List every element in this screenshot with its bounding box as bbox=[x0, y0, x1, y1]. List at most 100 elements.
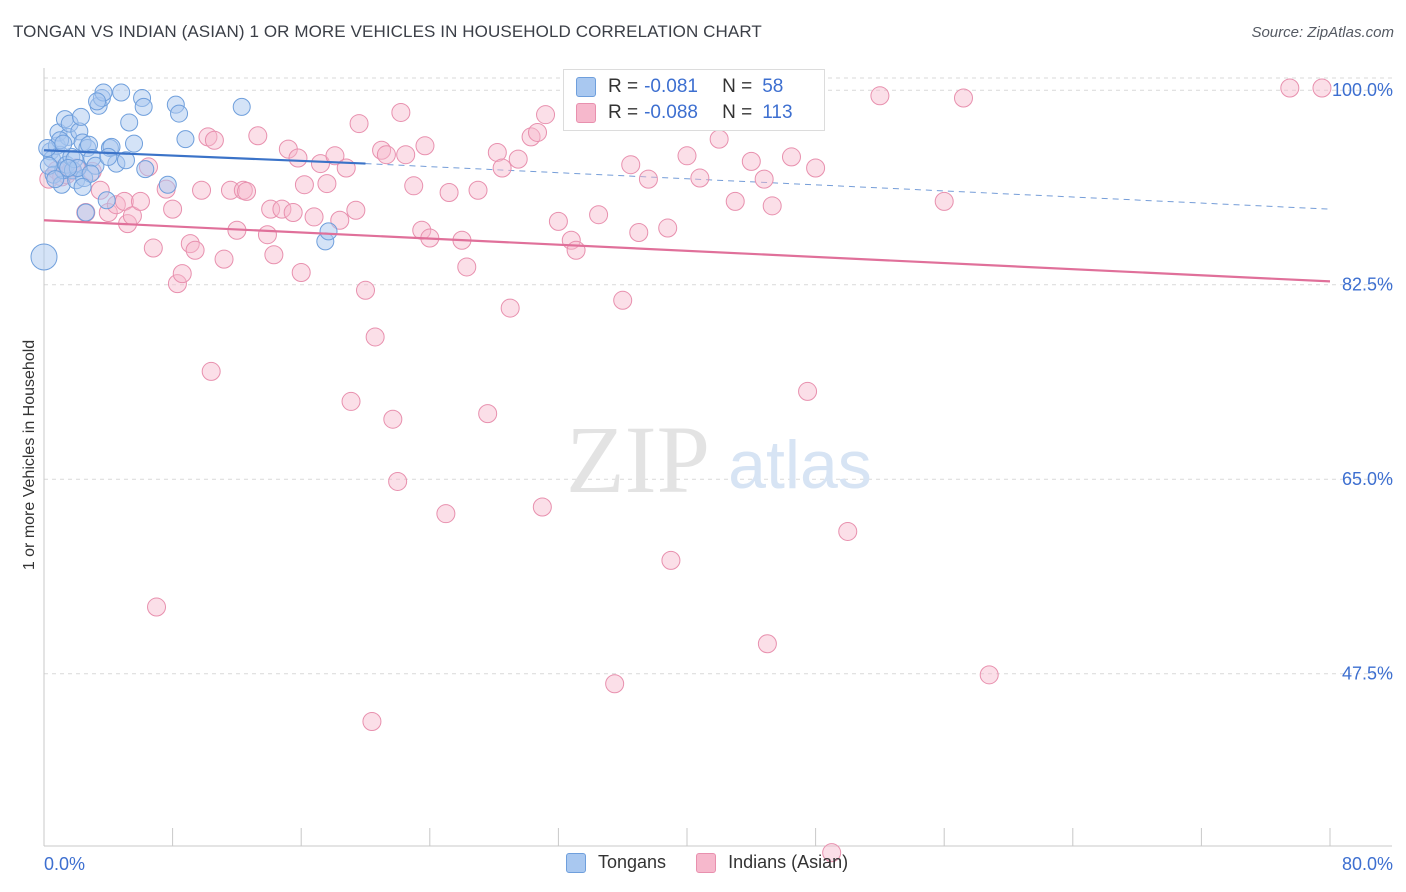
indian-point bbox=[330, 210, 350, 230]
indian-point bbox=[130, 191, 150, 211]
tongan-point bbox=[30, 243, 58, 271]
indian-point bbox=[283, 202, 303, 222]
indian-point bbox=[341, 391, 361, 411]
indian-point bbox=[508, 149, 528, 169]
tongan-point bbox=[88, 92, 107, 111]
n-value: 58 bbox=[762, 76, 784, 97]
indian-point bbox=[167, 274, 187, 294]
tongan-point bbox=[112, 83, 131, 102]
legend-label: Indians (Asian) bbox=[728, 852, 849, 872]
indian-point bbox=[439, 182, 459, 202]
n-value: 113 bbox=[762, 102, 793, 123]
n-label: N = bbox=[722, 102, 753, 123]
indian-point bbox=[233, 180, 253, 200]
indian-point bbox=[185, 240, 205, 260]
indian-point bbox=[404, 176, 424, 196]
legend-item-tongans: Tongans bbox=[566, 852, 666, 873]
indian-point bbox=[725, 191, 745, 211]
y-tick-label: 82.5% bbox=[1342, 275, 1393, 295]
indian-point bbox=[349, 114, 369, 134]
y-tick-label: 100.0% bbox=[1332, 80, 1393, 100]
indian-point bbox=[272, 199, 292, 219]
r-value: -0.088 bbox=[644, 102, 698, 123]
tongan-point bbox=[97, 191, 116, 210]
indian-point bbox=[979, 665, 999, 685]
indian-point bbox=[362, 712, 382, 732]
indian-point bbox=[528, 122, 548, 142]
indian-point bbox=[548, 211, 568, 231]
tongan-point bbox=[232, 97, 251, 116]
tongan-points bbox=[30, 83, 338, 271]
tongan-point bbox=[59, 159, 78, 178]
tongan-point bbox=[125, 134, 144, 153]
tongan-point bbox=[116, 151, 135, 170]
trend-lines-solid bbox=[43, 149, 1331, 283]
legend-row-tongans: R = -0.081 N = 58 bbox=[576, 75, 783, 99]
indian-point bbox=[163, 199, 183, 219]
indian-point bbox=[870, 86, 890, 106]
indian-point bbox=[709, 129, 729, 149]
tongan-trend-line bbox=[43, 149, 366, 165]
watermark: ZIP atlas bbox=[566, 406, 872, 513]
indian-point bbox=[762, 196, 782, 216]
indian-point bbox=[500, 298, 520, 318]
indian-point bbox=[204, 130, 224, 150]
indian-point bbox=[248, 126, 268, 146]
indian-point bbox=[741, 151, 761, 171]
legend-row-indians: R = -0.088 N = 113 bbox=[576, 101, 793, 125]
grid-lines bbox=[44, 77, 1392, 675]
y-tick-label: 65.0% bbox=[1342, 469, 1393, 489]
tongan-point bbox=[158, 175, 177, 194]
indian-point bbox=[478, 404, 498, 424]
indian-point bbox=[261, 199, 281, 219]
indian-point bbox=[629, 222, 649, 242]
x-tick-label: 0.0% bbox=[44, 854, 85, 874]
indian-point bbox=[346, 200, 366, 220]
indian-point bbox=[487, 142, 507, 162]
indian-point bbox=[180, 234, 200, 254]
indian-point bbox=[589, 205, 609, 225]
indian-point bbox=[838, 521, 858, 541]
tongan-point bbox=[46, 170, 65, 189]
series-legend: Tongans Indians (Asian) bbox=[566, 852, 878, 873]
chart-title: TONGAN VS INDIAN (ASIAN) 1 OR MORE VEHIC… bbox=[13, 22, 762, 41]
indian-point bbox=[457, 257, 477, 277]
indian-point bbox=[388, 471, 408, 491]
watermark-atlas: atlas bbox=[728, 427, 872, 503]
indian-point bbox=[201, 361, 221, 381]
r-value: -0.081 bbox=[644, 76, 698, 97]
watermark-zip: ZIP bbox=[566, 406, 710, 513]
indian-point bbox=[310, 154, 330, 174]
tongan-point bbox=[99, 147, 118, 166]
indian-point bbox=[806, 158, 826, 178]
legend-item-indians: Indians (Asian) bbox=[696, 852, 848, 873]
indian-point bbox=[934, 191, 954, 211]
r-label: R = bbox=[608, 76, 639, 97]
r-label: R = bbox=[608, 102, 639, 123]
indian-point bbox=[172, 264, 192, 284]
y-tick-label: 47.5% bbox=[1342, 664, 1393, 684]
x-tick-label: 80.0% bbox=[1342, 854, 1393, 874]
tongan-point bbox=[176, 130, 195, 149]
indian-points bbox=[39, 78, 1332, 863]
indian-point bbox=[214, 249, 234, 269]
indian-point bbox=[1280, 78, 1300, 98]
tongan-point bbox=[76, 203, 95, 222]
axes bbox=[43, 68, 1392, 847]
indian-point bbox=[436, 504, 456, 524]
indian-point bbox=[356, 280, 375, 300]
indian-point bbox=[536, 105, 556, 125]
tongan-point bbox=[120, 113, 139, 132]
tongan-point bbox=[71, 107, 90, 126]
indian-point bbox=[953, 88, 973, 108]
indian-point bbox=[798, 381, 818, 401]
source-label: Source: ZipAtlas.com bbox=[1251, 24, 1394, 41]
indian-point bbox=[621, 155, 641, 175]
tongan-point bbox=[319, 222, 338, 241]
indian-point bbox=[396, 145, 416, 165]
indian-point bbox=[638, 169, 658, 189]
indian-point bbox=[468, 180, 488, 200]
indian-trend-line bbox=[43, 219, 1331, 283]
indian-point bbox=[317, 174, 337, 194]
